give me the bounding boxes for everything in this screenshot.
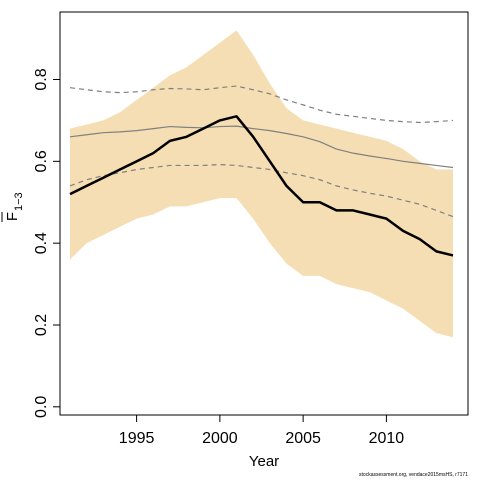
x-axis-title: Year (249, 453, 279, 470)
confidence-band (69, 30, 454, 338)
y-axis-title-main: F (4, 212, 21, 221)
y-tick-label: 0.4 (33, 232, 50, 254)
x-tick-label: 2010 (369, 430, 405, 447)
y-tick-label: 0.0 (33, 396, 50, 418)
credit-note: stockassessment.org, vendace2015msHS, r7… (359, 472, 468, 478)
y-axis: 0.0 0.2 0.4 0.6 0.8 (33, 68, 60, 418)
confidence-band-layer (69, 30, 454, 338)
y-tick-label: 0.6 (33, 150, 50, 172)
reference-median-line (69, 125, 454, 169)
y-tick-label: 0.2 (33, 314, 50, 336)
x-axis: 1995 2000 2005 2010 (119, 415, 404, 447)
svg-text:F: F (4, 212, 21, 221)
x-tick-label: 2000 (202, 430, 238, 447)
svg-text:1−3: 1−3 (13, 192, 25, 211)
x-tick-label: 2005 (285, 430, 321, 447)
y-tick-label: 0.8 (33, 68, 50, 90)
plot-frame (59, 11, 469, 416)
reference-upper-line (69, 85, 454, 124)
main-line (69, 115, 454, 257)
x-tick-label: 1995 (119, 430, 155, 447)
y-axis-title-subscript: 1−3 (13, 192, 25, 211)
reference-lower-line (69, 164, 454, 218)
y-axis-title: F 1−3 (1, 192, 25, 222)
series-layer (69, 85, 454, 257)
